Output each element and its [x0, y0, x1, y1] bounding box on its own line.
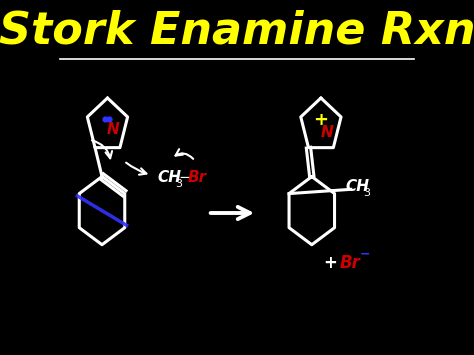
Text: −: −	[178, 170, 191, 185]
Text: 3: 3	[175, 179, 182, 189]
Text: N: N	[107, 122, 120, 137]
Text: 3: 3	[363, 188, 370, 198]
Text: −: −	[359, 248, 370, 261]
Text: +: +	[313, 111, 328, 129]
Text: N: N	[320, 125, 333, 140]
Text: CH: CH	[157, 170, 182, 185]
Text: +: +	[323, 254, 337, 272]
Text: Br: Br	[187, 170, 207, 185]
Text: Br: Br	[340, 254, 361, 272]
Text: Stork Enamine Rxn: Stork Enamine Rxn	[0, 9, 474, 52]
Text: CH: CH	[346, 180, 369, 195]
